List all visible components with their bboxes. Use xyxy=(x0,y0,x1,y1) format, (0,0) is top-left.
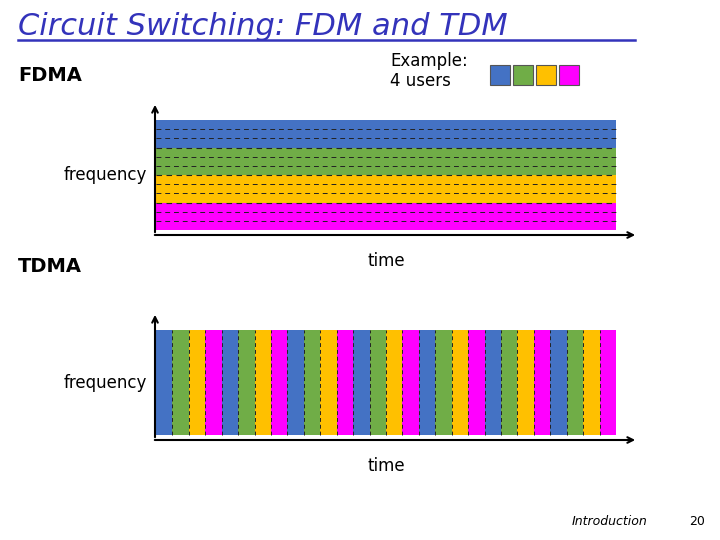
Bar xyxy=(205,330,222,435)
Bar xyxy=(600,330,616,435)
Text: TDMA: TDMA xyxy=(18,257,82,276)
Bar xyxy=(156,147,616,175)
Bar xyxy=(304,330,320,435)
Bar xyxy=(402,330,419,435)
Text: time: time xyxy=(367,252,405,270)
Bar xyxy=(468,330,485,435)
Bar xyxy=(501,330,518,435)
Bar xyxy=(320,330,337,435)
Bar xyxy=(337,330,353,435)
Text: 4 users: 4 users xyxy=(390,72,451,90)
Bar xyxy=(536,65,556,85)
Bar xyxy=(255,330,271,435)
Bar xyxy=(518,330,534,435)
Bar xyxy=(436,330,451,435)
Text: frequency: frequency xyxy=(63,374,147,391)
Bar xyxy=(534,330,550,435)
Bar xyxy=(156,330,172,435)
Bar xyxy=(287,330,304,435)
Bar xyxy=(550,330,567,435)
Text: time: time xyxy=(367,457,405,475)
Text: Example:: Example: xyxy=(390,52,468,70)
Bar xyxy=(513,65,533,85)
Bar xyxy=(156,175,616,202)
Text: frequency: frequency xyxy=(63,166,147,184)
Bar xyxy=(386,330,402,435)
Text: Circuit Switching: FDM and TDM: Circuit Switching: FDM and TDM xyxy=(18,12,508,41)
Bar xyxy=(189,330,205,435)
Bar xyxy=(222,330,238,435)
Bar xyxy=(369,330,386,435)
Text: 20: 20 xyxy=(689,515,705,528)
Bar xyxy=(451,330,468,435)
Bar xyxy=(583,330,600,435)
Bar xyxy=(485,330,501,435)
Text: FDMA: FDMA xyxy=(18,66,82,85)
Bar xyxy=(559,65,579,85)
Bar xyxy=(490,65,510,85)
Bar xyxy=(353,330,369,435)
Bar xyxy=(238,330,255,435)
Bar xyxy=(419,330,436,435)
Bar xyxy=(271,330,287,435)
Bar xyxy=(156,202,616,230)
Bar xyxy=(567,330,583,435)
Text: Introduction: Introduction xyxy=(572,515,648,528)
Bar xyxy=(156,120,616,147)
Bar xyxy=(172,330,189,435)
